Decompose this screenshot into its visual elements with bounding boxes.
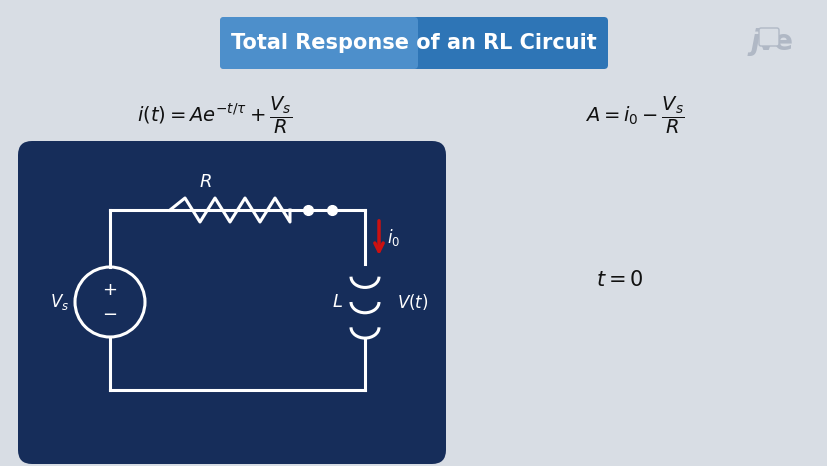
Text: $t = 0$: $t = 0$ xyxy=(595,270,643,290)
FancyBboxPatch shape xyxy=(220,17,607,69)
Text: $V_s$: $V_s$ xyxy=(50,292,69,312)
Text: j: j xyxy=(749,28,759,56)
Text: +: + xyxy=(103,281,117,299)
Text: $L$: $L$ xyxy=(331,293,342,311)
Text: $i_0$: $i_0$ xyxy=(386,227,399,248)
FancyBboxPatch shape xyxy=(220,17,418,69)
Text: ve: ve xyxy=(756,28,792,56)
Text: Total Response of an RL Circuit: Total Response of an RL Circuit xyxy=(231,33,596,53)
Text: $A = i_0 - \dfrac{V_s}{R}$: $A = i_0 - \dfrac{V_s}{R}$ xyxy=(585,94,684,136)
FancyBboxPatch shape xyxy=(758,28,778,46)
Text: $V(t)$: $V(t)$ xyxy=(396,292,428,312)
FancyBboxPatch shape xyxy=(18,141,446,464)
Text: $i(t) = Ae^{-t/\tau} + \dfrac{V_s}{R}$: $i(t) = Ae^{-t/\tau} + \dfrac{V_s}{R}$ xyxy=(137,94,293,136)
Text: −: − xyxy=(103,306,117,324)
Text: $R$: $R$ xyxy=(198,173,211,191)
